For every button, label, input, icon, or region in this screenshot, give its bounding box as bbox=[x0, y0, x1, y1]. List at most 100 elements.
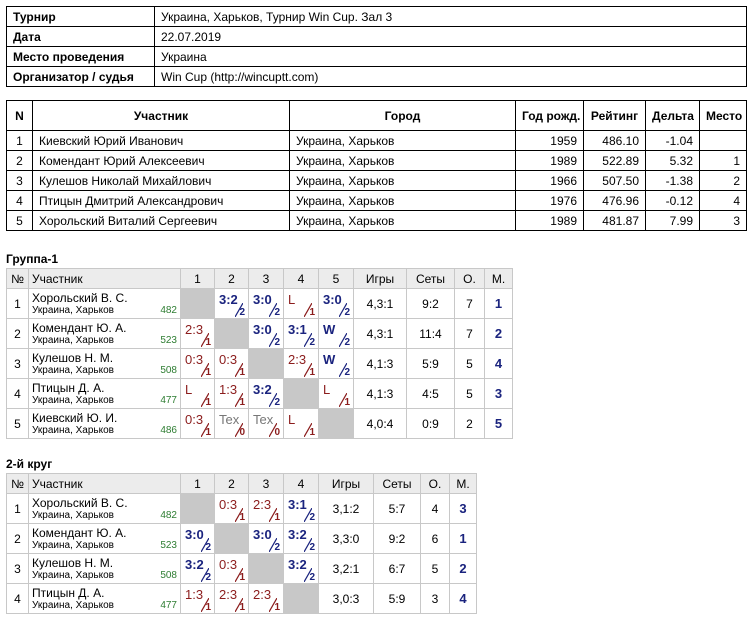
info-value: Украина, Харьков, Турнир Win Cup. Зал 3 bbox=[154, 6, 747, 27]
score: 0:3 bbox=[219, 352, 238, 367]
result-points: 2 bbox=[309, 337, 315, 348]
result-cell: 3:2 2 bbox=[283, 553, 319, 584]
score: 2:3 bbox=[253, 587, 272, 602]
cell: 3 bbox=[6, 170, 33, 191]
place: 2 bbox=[484, 318, 513, 349]
score: W bbox=[323, 322, 336, 337]
slash-line bbox=[339, 363, 347, 377]
player-info: Украина, Харьков 477 bbox=[32, 600, 177, 611]
header-cell: Участник bbox=[32, 100, 290, 131]
result-cell: Tex 0 bbox=[248, 408, 284, 439]
header-cell: 2 bbox=[214, 473, 249, 494]
info-label: Турнир bbox=[6, 6, 155, 27]
info-label: Дата bbox=[6, 26, 155, 47]
result-cell: 0:3 1 bbox=[180, 408, 215, 439]
player-name: Комендант Ю. А. bbox=[32, 320, 127, 335]
score: 3:0 bbox=[253, 527, 272, 542]
slash bbox=[235, 598, 243, 612]
participant-row: 5 Хорольский Виталий Сергеевич Украина, Ха… bbox=[6, 210, 747, 231]
info-label: Организатор / судья bbox=[6, 66, 155, 87]
slash-line bbox=[269, 393, 277, 407]
slash-line bbox=[304, 568, 312, 582]
result-cell: Tex 0 bbox=[214, 408, 249, 439]
slash bbox=[269, 538, 277, 552]
result-cell: 3:2 2 bbox=[283, 523, 319, 554]
header-cell: 2 bbox=[214, 268, 249, 289]
header-cell: Сеты bbox=[373, 473, 421, 494]
result-points: 2 bbox=[309, 512, 315, 523]
slash bbox=[304, 303, 312, 317]
diagonal-cell bbox=[283, 378, 319, 409]
header-cell: Год рожд. bbox=[515, 100, 584, 131]
header-cell: Место bbox=[699, 100, 747, 131]
header-cell: О. bbox=[420, 473, 450, 494]
score: 0:3 bbox=[219, 557, 238, 572]
slash-line bbox=[201, 363, 209, 377]
header-cell: 3 bbox=[248, 268, 284, 289]
points: 3 bbox=[420, 583, 450, 614]
result-points: 2 bbox=[344, 367, 350, 378]
header-cell: О. bbox=[454, 268, 485, 289]
header-row: № Участник 1 2 3 4 5 Игры Сеты О. М. bbox=[6, 268, 513, 289]
games: 3,0:3 bbox=[318, 583, 374, 614]
group-title: Группа-1 bbox=[6, 252, 59, 266]
slash-line bbox=[339, 303, 347, 317]
sets: 9:2 bbox=[406, 288, 455, 319]
header-cell: М. bbox=[449, 473, 477, 494]
sets: 11:4 bbox=[406, 318, 455, 349]
group-row: 2 Комендант Ю. А. Украина, Харьков 523 3:0 2 3… bbox=[6, 523, 477, 554]
score: 0:3 bbox=[185, 412, 204, 427]
cell: Украина, Харьков bbox=[289, 170, 516, 191]
result-points: 2 bbox=[205, 542, 211, 553]
group-row: 3 Кулешов Н. М. Украина, Харьков 508 0:3 1 0:3… bbox=[6, 348, 513, 379]
group-row: 2 Комендант Ю. А. Украина, Харьков 523 2:3 1 3… bbox=[6, 318, 513, 349]
participant-row: 3 Кулешов Николай Михайлович Украина, Харь… bbox=[6, 170, 747, 191]
result-cell: 2:3 1 bbox=[248, 493, 284, 524]
cell: 1966 bbox=[515, 170, 584, 191]
group-row: 1 Хорольский В. С. Украина, Харьков 482 3:2 2… bbox=[6, 288, 513, 319]
score: 3:1 bbox=[288, 497, 307, 512]
cell: 1989 bbox=[515, 210, 584, 231]
result-cell: 2:3 1 bbox=[248, 583, 284, 614]
score: 1:3 bbox=[185, 587, 204, 602]
result-cell: 3:0 2 bbox=[180, 523, 215, 554]
result-points: 1 bbox=[274, 602, 280, 613]
player-rating: 508 bbox=[160, 569, 177, 581]
header-cell: Сеты bbox=[406, 268, 455, 289]
group-row: 4 Птицын Д. А. Украина, Харьков 477 1:3 1 2:3 1… bbox=[6, 583, 477, 614]
slash bbox=[304, 538, 312, 552]
slash-line bbox=[269, 303, 277, 317]
games: 3,2:1 bbox=[318, 553, 374, 584]
player-info: Украина, Харьков 508 bbox=[32, 365, 177, 376]
place: 3 bbox=[484, 378, 513, 409]
slash bbox=[304, 508, 312, 522]
cell: 7.99 bbox=[645, 210, 700, 231]
points: 4 bbox=[420, 493, 450, 524]
slash-line bbox=[235, 568, 243, 582]
player-info: Украина, Харьков 523 bbox=[32, 540, 177, 551]
slash bbox=[201, 333, 209, 347]
points: 7 bbox=[454, 288, 485, 319]
result-points: 1 bbox=[205, 427, 211, 438]
cell bbox=[699, 130, 747, 151]
result-cell: 2:3 1 bbox=[214, 583, 249, 614]
header-cell: Игры bbox=[353, 268, 407, 289]
cell: 3 bbox=[699, 210, 747, 231]
cell: 4 bbox=[6, 190, 33, 211]
score: 3:2 bbox=[288, 527, 307, 542]
player-city: Украина, Харьков bbox=[32, 334, 114, 346]
cell: Птицын Дмитрий Александрович bbox=[32, 190, 290, 211]
slash bbox=[269, 423, 277, 437]
cell: 1976 bbox=[515, 190, 584, 211]
place: 4 bbox=[449, 583, 477, 614]
player-cell: Кулешов Н. М. Украина, Харьков 508 bbox=[28, 553, 181, 584]
header-cell: № bbox=[6, 268, 29, 289]
result-points: 1 bbox=[274, 512, 280, 523]
player-cell: Комендант Ю. А. Украина, Харьков 523 bbox=[28, 318, 181, 349]
games: 4,1:3 bbox=[353, 378, 407, 409]
slash-line bbox=[269, 423, 277, 437]
player-name: Киевский Ю. И. bbox=[32, 410, 118, 425]
score: 2:3 bbox=[253, 497, 272, 512]
result-points: 2 bbox=[309, 572, 315, 583]
score: Tex bbox=[253, 412, 274, 427]
